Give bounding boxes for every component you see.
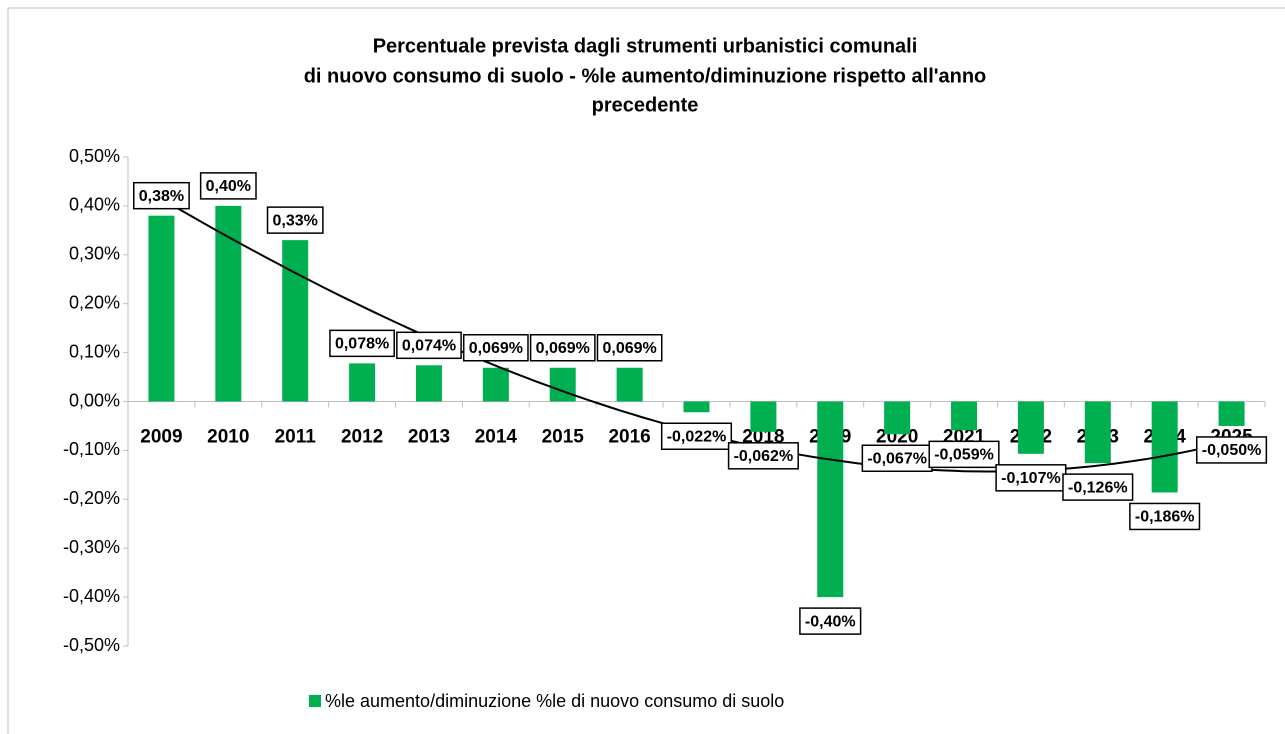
- value-label-box: [329, 329, 395, 358]
- value-label-box: [396, 331, 462, 360]
- legend-label: %le aumento/diminuzione %le di nuovo con…: [325, 691, 784, 711]
- y-tick-label: -0,40%: [63, 586, 120, 606]
- bar: [1017, 401, 1044, 454]
- value-label-box: [995, 464, 1067, 492]
- bar: [1084, 401, 1111, 464]
- chart-title: di nuovo consumo di suolo - %le aumento/…: [304, 65, 987, 87]
- value-label: 0,38%: [139, 188, 184, 205]
- value-label-box: [799, 607, 862, 635]
- chart-border: [7, 7, 1285, 734]
- bar: [549, 367, 576, 402]
- value-label: 0,069%: [536, 340, 590, 357]
- value-label-box: [462, 334, 529, 362]
- value-label: -0,107%: [1001, 470, 1061, 487]
- bar: [750, 401, 777, 432]
- value-label-box: [1196, 436, 1268, 464]
- value-label: -0,40%: [805, 613, 856, 630]
- x-tick-label: 2013: [408, 427, 450, 448]
- x-tick-label: 2011: [275, 427, 317, 448]
- value-label: -0,186%: [1135, 509, 1195, 526]
- value-label-box: [199, 172, 257, 200]
- bar: [148, 215, 175, 402]
- value-label: 0,33%: [273, 212, 318, 229]
- bar: [683, 401, 710, 413]
- bar: [817, 401, 844, 598]
- bar: [616, 367, 643, 402]
- bar: [482, 367, 509, 402]
- y-tick-label: 0,40%: [69, 195, 120, 215]
- chart-title: precedente: [592, 94, 699, 116]
- value-label-box: [266, 206, 324, 234]
- y-tick-label: 0,30%: [69, 244, 120, 264]
- y-tick-label: -0,10%: [63, 439, 120, 459]
- bar: [349, 363, 376, 402]
- value-label: 0,40%: [206, 178, 251, 195]
- bar: [282, 240, 309, 402]
- y-tick-label: -0,20%: [63, 488, 120, 508]
- x-tick-label: 2014: [475, 427, 518, 448]
- x-tick-label: 2009: [140, 427, 182, 448]
- value-label: -0,067%: [867, 450, 927, 467]
- value-label: 0,069%: [602, 340, 656, 357]
- bar: [884, 401, 911, 435]
- value-label: 0,074%: [402, 338, 456, 355]
- y-tick-label: 0,20%: [69, 292, 120, 312]
- x-tick-label: 2015: [542, 427, 585, 448]
- value-label-box: [133, 181, 190, 210]
- value-label-box: [1062, 473, 1134, 501]
- value-label-box: [529, 334, 596, 362]
- legend-swatch: [309, 695, 321, 707]
- y-tick-label: -0,30%: [63, 537, 120, 557]
- value-label: 0,069%: [469, 340, 523, 357]
- bar: [215, 205, 242, 402]
- value-label: -0,126%: [1068, 479, 1128, 496]
- value-label-box: [928, 440, 1000, 469]
- value-label: -0,059%: [934, 447, 994, 464]
- y-tick-label: -0,50%: [63, 635, 120, 655]
- chart-title: Percentuale prevista dagli strumenti urb…: [373, 35, 918, 57]
- bar: [415, 365, 442, 402]
- value-label-box: [596, 334, 663, 362]
- bar: [1218, 401, 1245, 426]
- value-label: -0,062%: [734, 448, 794, 465]
- bar: [1151, 401, 1178, 493]
- bar: [951, 401, 978, 431]
- y-tick-label: 0,50%: [69, 146, 120, 166]
- x-tick-label: 2010: [207, 427, 249, 448]
- value-label: 0,078%: [335, 336, 389, 353]
- value-label-box: [1129, 502, 1201, 531]
- value-label-box: [727, 442, 799, 470]
- x-tick-label: 2012: [341, 427, 383, 448]
- value-label: -0,050%: [1202, 442, 1262, 459]
- x-tick-label: 2016: [608, 427, 650, 448]
- value-label: -0,022%: [667, 428, 727, 445]
- value-label-box: [660, 422, 733, 451]
- y-tick-label: 0,00%: [69, 390, 120, 410]
- y-tick-label: 0,10%: [69, 341, 120, 361]
